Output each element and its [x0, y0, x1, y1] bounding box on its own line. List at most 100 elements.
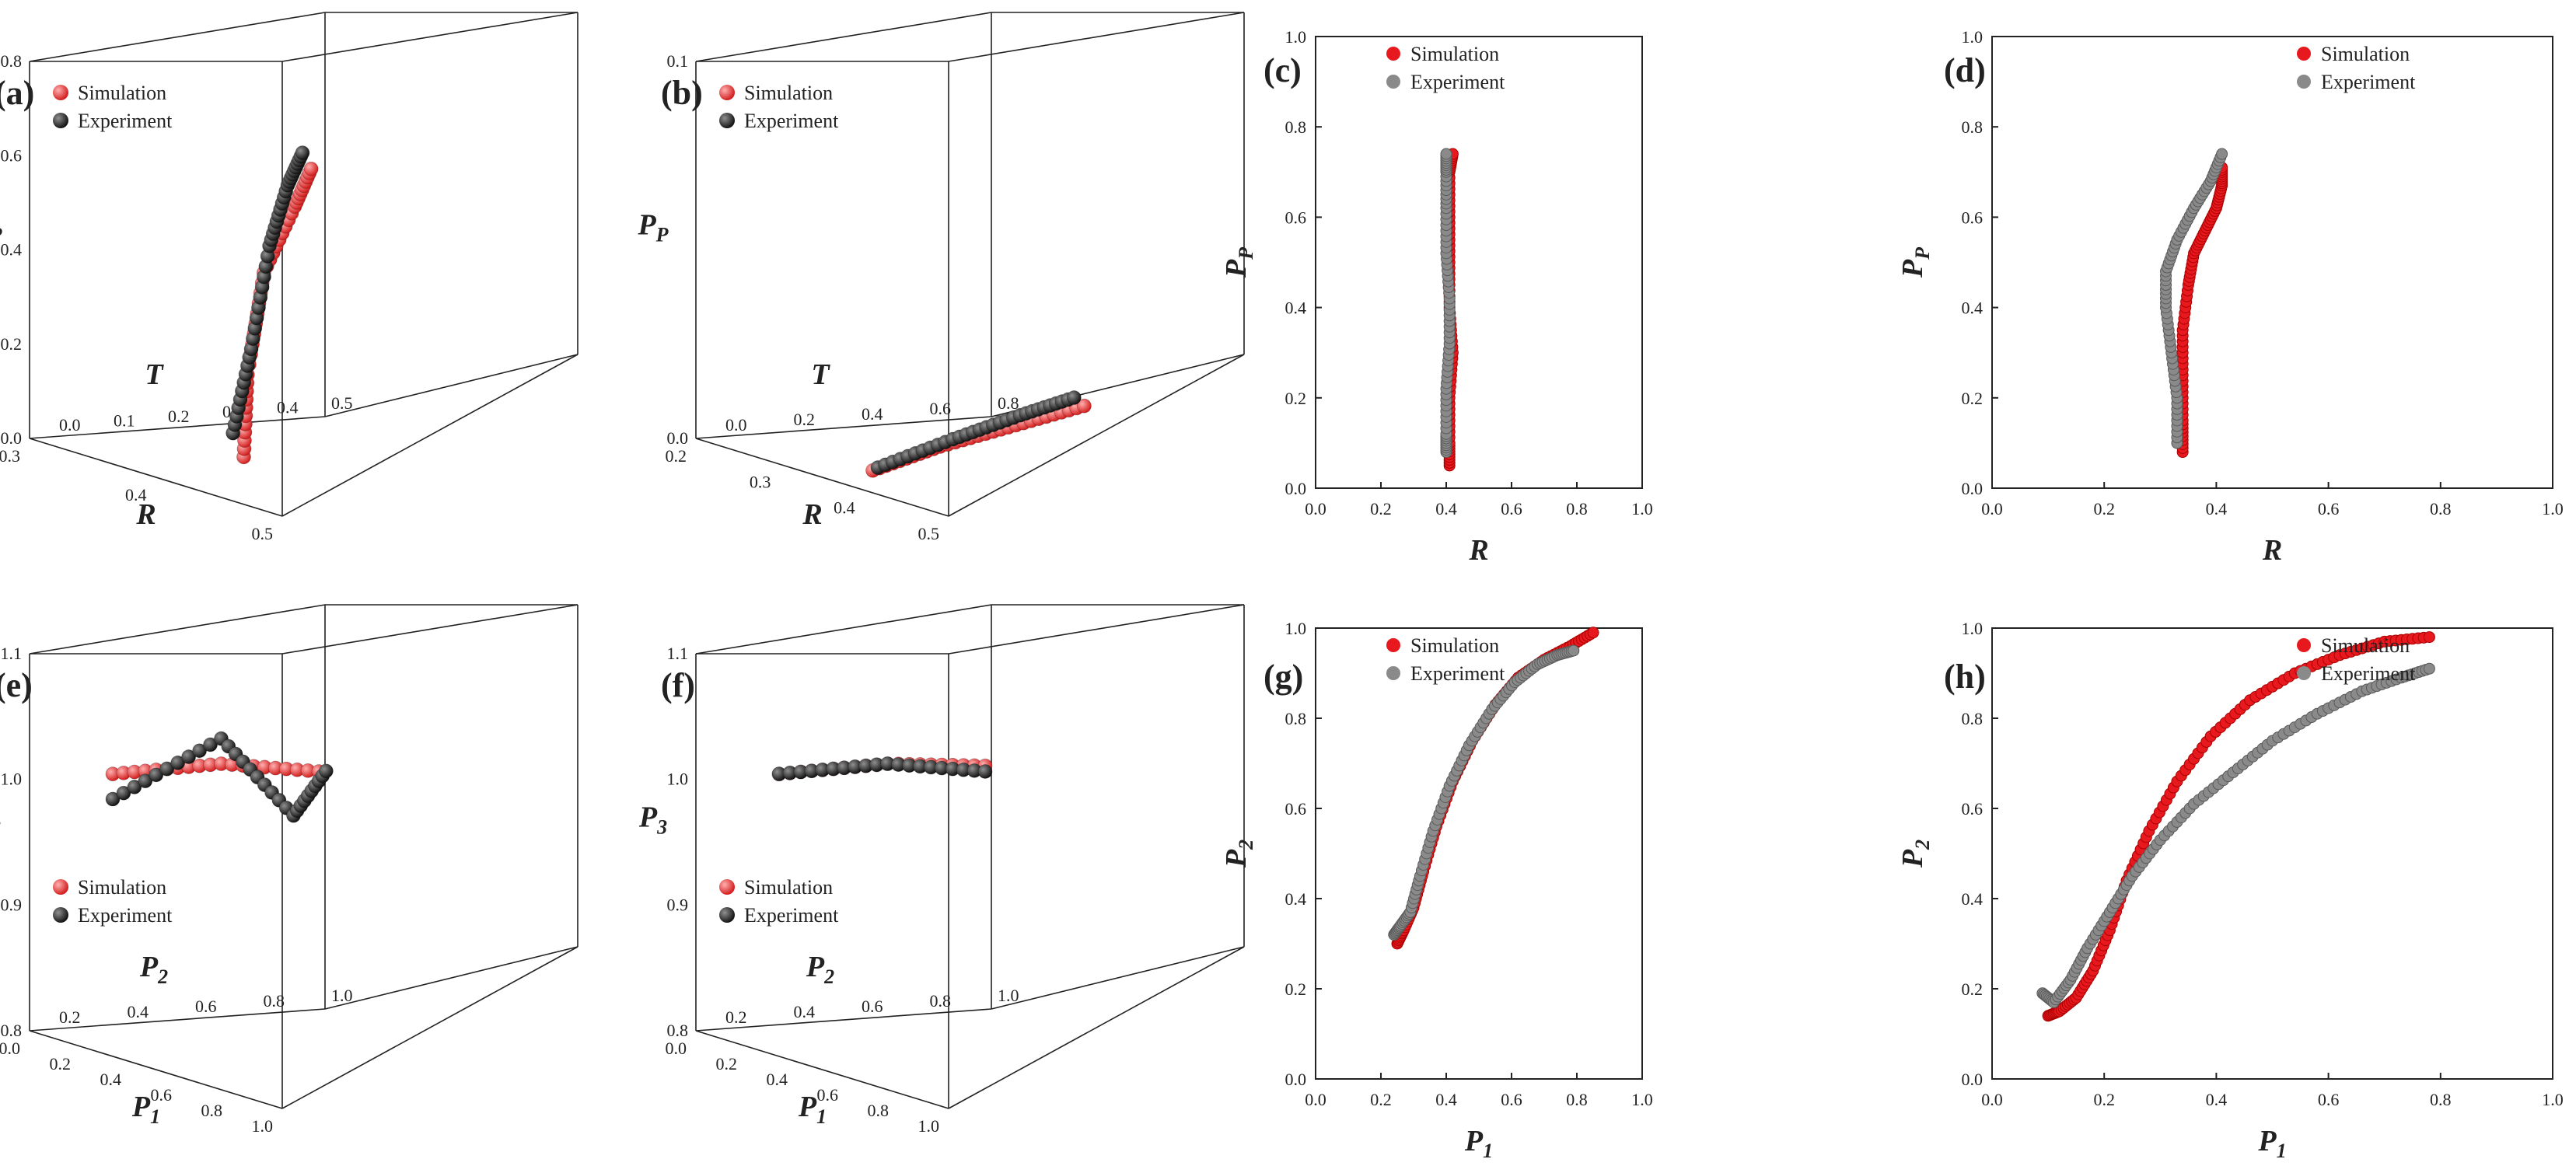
x-tick-label: 0.0: [1981, 1090, 2003, 1109]
y-tick-label: 0.8: [264, 991, 285, 1011]
x-tick-label: 0.8: [868, 1101, 890, 1120]
z-tick-label: 1.1: [667, 644, 689, 663]
box-edge: [948, 946, 1245, 1109]
x-axis-label-text: R: [1468, 534, 1488, 567]
z-tick-label: 0.1: [667, 51, 689, 71]
series-experiment: [2036, 662, 2435, 1008]
y-tick-label: 0.4: [794, 1002, 816, 1021]
y-tick-label: 1.0: [1285, 27, 1307, 47]
y-axis-label-text: PP: [1896, 246, 1934, 278]
x-axis-label-text: P1: [1464, 1125, 1493, 1162]
box-edge: [695, 438, 949, 517]
x-tick-label: 0.6: [1501, 1090, 1522, 1109]
z-axis-label: P3: [0, 801, 1, 839]
panel-label: (b): [661, 74, 703, 112]
chart-panel-c: 0.0 0.2 0.4 0.6 0.8 1.0 0.0 0.2 0.4 0.6 0.8 1.0 R PP (…: [1220, 27, 1653, 567]
x-tick-label: 0.4: [2206, 1090, 2228, 1109]
box-edge: [948, 604, 1245, 655]
legend-marker: [1386, 75, 1400, 89]
x-tick-label: 0.3: [750, 472, 771, 491]
legend-label: Simulation: [78, 82, 166, 104]
x-tick-label: 0.0: [1305, 1090, 1326, 1109]
z-axis-label-text: P3: [0, 801, 1, 839]
legend-marker: [1386, 638, 1400, 652]
y-tick-label: 0.4: [1285, 889, 1307, 909]
y-axis-label-text: T: [811, 358, 830, 391]
legend-marker: [2297, 47, 2311, 61]
y-axis-label-text: P2: [806, 951, 834, 988]
y-tick-label: 0.8: [998, 393, 1019, 413]
data-point: [1066, 390, 1082, 405]
chart-panel-f: 0.8 0.9 1.0 1.1 0.0 0.2 0.4 0.6 0.8 1.0 0.2 0.4 0.6 0…: [638, 604, 1245, 1136]
legend-marker: [2297, 666, 2311, 680]
box-edge: [695, 604, 992, 655]
z-axis-label-subscript: 3: [0, 816, 1, 839]
data-point: [159, 761, 175, 777]
data-point: [149, 767, 164, 783]
y-axis-label-text: P2: [1220, 840, 1257, 868]
x-tick-label: 1.0: [1631, 499, 1653, 518]
x-tick-label: 1.0: [1631, 1090, 1653, 1109]
z-tick-label: 0.9: [667, 895, 689, 914]
y-tick-label: 0.4: [128, 1002, 149, 1021]
series-simulation: [2176, 161, 2228, 459]
box-edge: [281, 12, 578, 62]
series-experiment: [1440, 148, 1456, 459]
data-point: [2423, 631, 2435, 644]
x-tick-label: 0.4: [1435, 1090, 1457, 1109]
chart-panel-d: 0.0 0.2 0.4 0.6 0.8 1.0 0.0 0.2 0.4 0.6 0.8 1.0 R PP (…: [1896, 27, 2564, 567]
z-tick-label: 0.4: [1, 240, 23, 260]
box-edge: [948, 12, 1245, 62]
series-experiment: [2160, 148, 2228, 449]
box-edge: [29, 416, 326, 439]
x-axis-label: R: [135, 498, 156, 531]
y-tick-label: 0.2: [59, 1007, 81, 1027]
legend-marker: [53, 85, 68, 100]
y-axis-label: T: [811, 358, 830, 391]
x-tick-label: 0.4: [767, 1070, 788, 1089]
y-tick-label: 0.5: [331, 393, 353, 413]
x-axis-label-text: R: [135, 498, 156, 531]
z-axis-label-subscript: P: [0, 224, 3, 246]
x-tick-label: 0.6: [1501, 499, 1522, 518]
y-axis-label: P2: [1220, 840, 1257, 868]
legend-label: Simulation: [744, 82, 833, 104]
y-axis-label: P2: [806, 951, 834, 988]
z-tick-label: 0.0: [667, 428, 689, 448]
z-tick-label: 0.9: [1, 895, 23, 914]
box-edge: [29, 1008, 326, 1032]
box-edge: [29, 1030, 283, 1109]
legend-label: Experiment: [744, 904, 839, 927]
panel-label: (a): [0, 74, 34, 112]
panel-label: (c): [1264, 51, 1302, 89]
y-axis-label: P2: [139, 951, 168, 988]
box-edge: [29, 12, 326, 62]
legend-marker: [719, 113, 735, 128]
z-axis-label-subscript: 3: [656, 816, 667, 839]
data-point: [138, 773, 153, 789]
y-tick-label: 0.0: [1285, 479, 1307, 498]
box-edge: [281, 354, 578, 517]
box-edge: [324, 354, 578, 417]
z-axis-label: PP: [637, 209, 669, 246]
x-axis-label: R: [802, 498, 822, 531]
legend-marker: [2297, 638, 2311, 652]
series-simulation: [105, 756, 327, 782]
x-tick-label: 0.4: [1435, 499, 1457, 518]
y-tick-label: 0.6: [862, 997, 883, 1016]
y-tick-label: 0.0: [1962, 479, 1984, 498]
box-edge: [324, 946, 578, 1010]
y-tick-label: 0.6: [1285, 208, 1307, 227]
box-edge: [695, 1030, 949, 1109]
z-axis-label: PP: [0, 209, 3, 246]
box-edge: [281, 604, 578, 655]
z-axis-label-text: PP: [0, 209, 3, 246]
x-tick-label: 1.0: [2542, 499, 2564, 518]
z-axis-label-subscript: P: [655, 224, 669, 246]
data-point: [2423, 662, 2435, 675]
x-axis-label: R: [1468, 534, 1488, 567]
box-edge: [695, 12, 992, 62]
legend-label: Experiment: [1410, 662, 1505, 685]
plot-frame: [1991, 627, 2553, 1080]
chart-panel-h: 0.0 0.2 0.4 0.6 0.8 1.0 0.0 0.2 0.4 0.6 0.8 1.0 P1 P2…: [1896, 619, 2564, 1162]
